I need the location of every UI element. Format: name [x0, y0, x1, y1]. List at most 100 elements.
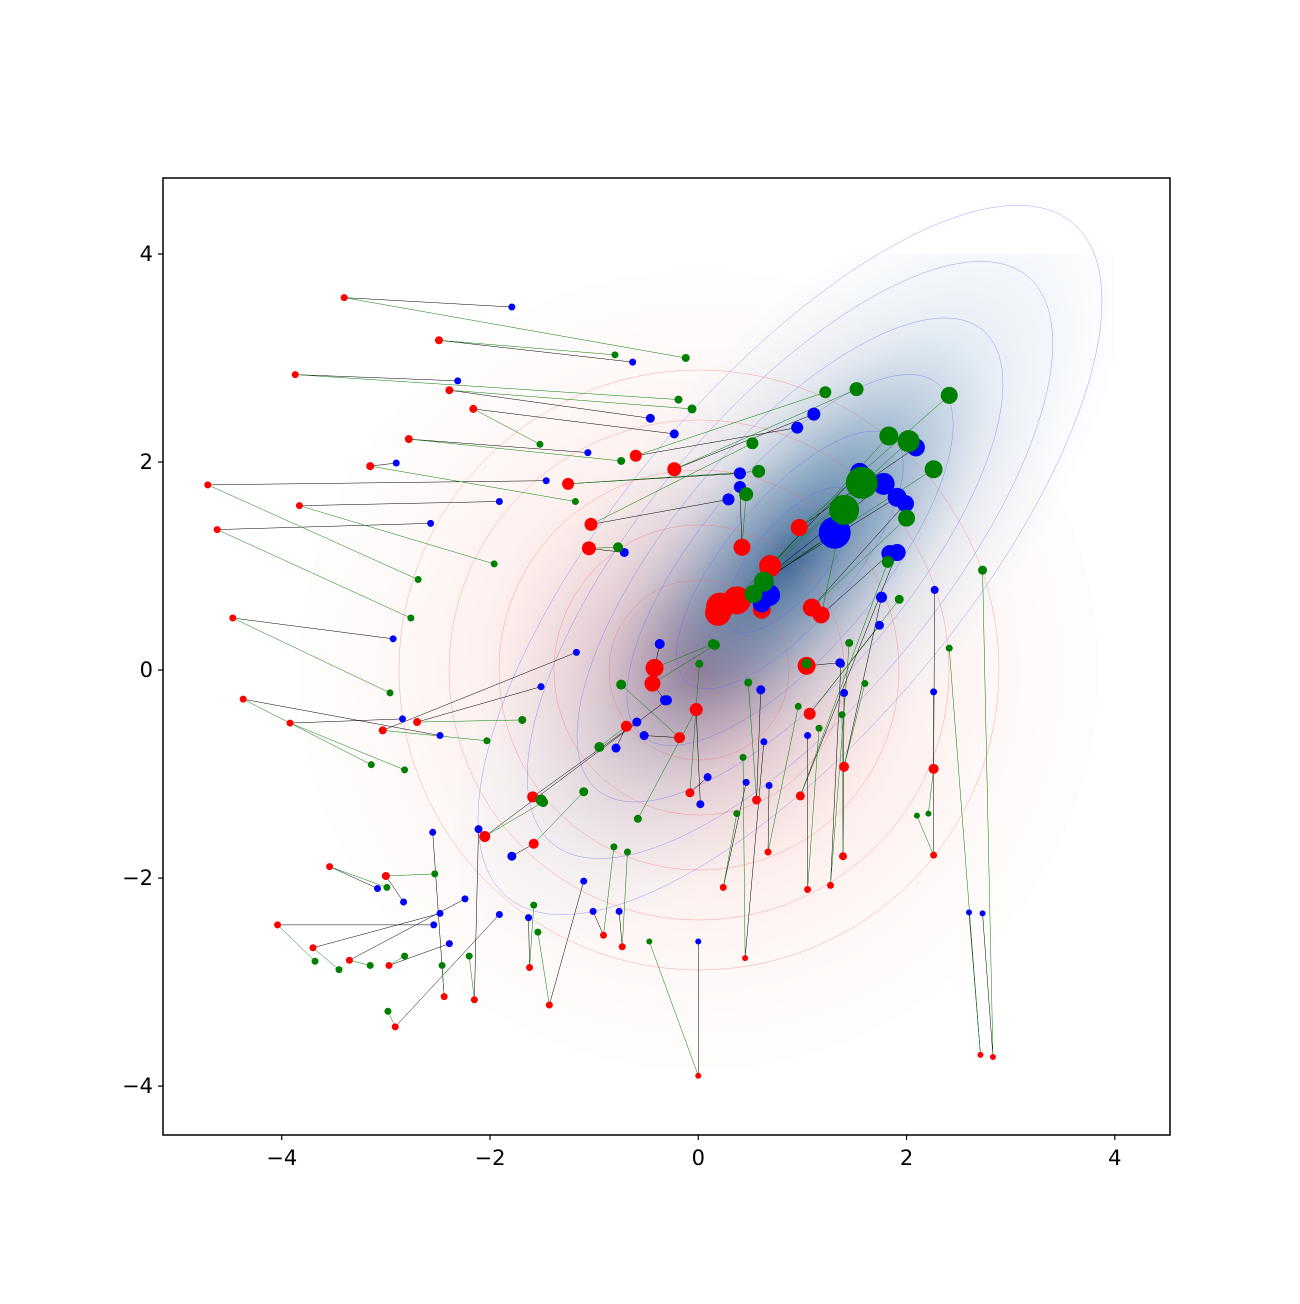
link	[723, 813, 738, 888]
point	[434, 336, 443, 345]
link	[449, 389, 651, 419]
link	[473, 408, 675, 435]
link	[948, 648, 981, 1055]
point	[542, 477, 550, 485]
point	[695, 659, 704, 668]
link	[395, 914, 500, 1027]
point	[404, 435, 413, 444]
link	[232, 617, 391, 694]
link	[217, 523, 431, 530]
point	[311, 957, 319, 965]
link	[537, 932, 550, 1006]
point	[674, 395, 683, 404]
y-tick-label: 2	[140, 450, 153, 474]
link	[809, 599, 900, 714]
link	[842, 692, 845, 857]
link	[741, 494, 747, 548]
point	[733, 538, 751, 556]
point	[687, 404, 697, 414]
x-tick-label: −4	[266, 1146, 297, 1170]
link	[756, 689, 761, 801]
link	[618, 911, 623, 947]
point	[733, 810, 741, 818]
point	[804, 732, 812, 740]
point	[645, 413, 655, 423]
point	[545, 1001, 553, 1009]
link	[441, 965, 445, 997]
point	[791, 421, 804, 434]
point	[753, 571, 774, 592]
link	[299, 505, 495, 565]
point	[759, 555, 782, 578]
link	[388, 943, 450, 966]
point	[483, 737, 491, 745]
link	[621, 684, 680, 738]
point	[861, 680, 869, 688]
point	[291, 371, 299, 379]
link	[349, 898, 466, 961]
point	[764, 848, 772, 856]
link	[277, 924, 316, 962]
point	[495, 498, 503, 506]
y-tick-label: 0	[140, 658, 153, 682]
point	[928, 763, 939, 774]
point	[613, 542, 624, 553]
point	[881, 555, 894, 568]
point	[930, 585, 939, 594]
point	[876, 591, 888, 603]
point	[440, 993, 448, 1001]
link	[723, 782, 747, 888]
point	[839, 761, 850, 772]
point	[623, 848, 631, 856]
link	[232, 617, 394, 640]
link	[820, 553, 891, 616]
link	[841, 714, 844, 857]
point	[465, 952, 473, 960]
point	[518, 715, 527, 724]
point	[429, 828, 437, 836]
link	[533, 791, 584, 844]
link	[438, 340, 633, 363]
point	[427, 519, 435, 527]
link	[637, 709, 697, 819]
point	[386, 689, 394, 697]
point	[584, 449, 592, 457]
point	[366, 462, 375, 471]
link	[744, 741, 765, 959]
point	[384, 1007, 392, 1015]
point	[572, 648, 580, 656]
point	[374, 884, 382, 892]
point	[584, 517, 598, 531]
point	[839, 852, 848, 861]
link	[207, 480, 547, 486]
link	[928, 768, 934, 814]
blue-contours	[477, 205, 1103, 915]
point	[286, 719, 294, 727]
point	[611, 743, 621, 753]
point	[659, 695, 670, 706]
point	[703, 773, 712, 782]
point	[894, 594, 904, 604]
point	[414, 576, 422, 584]
point	[461, 895, 469, 903]
point	[528, 838, 539, 849]
link	[769, 472, 860, 567]
link	[767, 785, 770, 853]
x-tick-label: 0	[692, 1146, 705, 1170]
link	[299, 501, 500, 506]
link	[312, 913, 441, 949]
point	[696, 800, 705, 809]
point	[629, 358, 637, 366]
point	[756, 685, 766, 695]
point	[366, 961, 374, 969]
link	[592, 911, 604, 936]
axes: −4 −2 0 2 4 −4 −2 0 2 4	[122, 242, 1121, 1170]
point	[794, 702, 802, 710]
point	[746, 437, 759, 450]
point	[930, 688, 938, 696]
point	[399, 715, 407, 723]
point	[801, 658, 812, 669]
link	[982, 913, 994, 1058]
point	[618, 943, 626, 951]
